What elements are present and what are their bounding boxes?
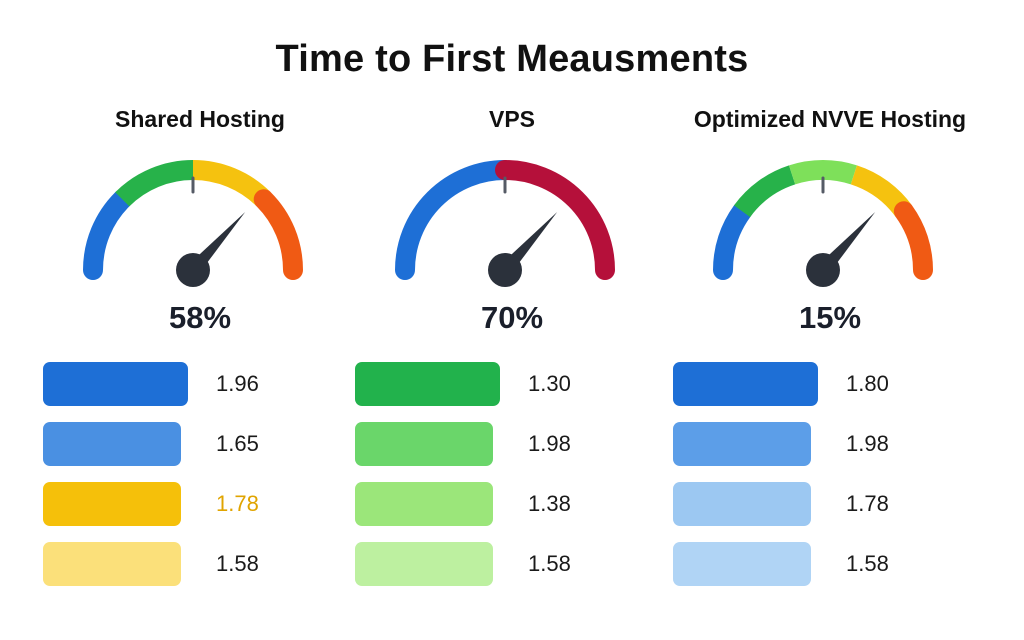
bar-value-label: 1.58: [528, 551, 571, 576]
bar-shared-hosting-2: [43, 422, 181, 466]
bar-value-label: 1.98: [528, 431, 571, 456]
gauge-segment: [789, 160, 857, 185]
gauge-segment: [83, 189, 133, 280]
bar-value-label: 1.65: [216, 431, 259, 456]
chart-title: Time to First Meausments: [275, 38, 749, 80]
bar-row: 1.58: [40, 542, 360, 586]
bar-row: 1.80: [670, 362, 990, 406]
bar-value-label: 1.80: [846, 371, 889, 396]
bar-row: 1.38: [352, 482, 672, 526]
bar-row: 1.30: [352, 362, 672, 406]
bar-row: 1.58: [670, 542, 990, 586]
bar-vps-1: [355, 362, 500, 406]
bar-value-label: 1.38: [528, 491, 571, 516]
gauge-optimized-nvve-hosting: [713, 160, 933, 287]
bar-shared-hosting-1: [43, 362, 188, 406]
gauge-segment: [253, 189, 303, 280]
gauge-segment: [713, 201, 753, 280]
gauge-value: 15%: [798, 300, 862, 335]
bar-row: 1.78: [670, 482, 990, 526]
gauge-value: 70%: [480, 300, 544, 335]
panel-title: Optimized NVVE Hosting: [693, 106, 967, 132]
bar-value-label: 1.78: [846, 491, 889, 516]
bar-shared-hosting-3: [43, 482, 181, 526]
bar-vps-2: [355, 422, 493, 466]
gauge-hub: [176, 253, 210, 287]
gauge-segment: [734, 165, 796, 218]
bar-row: 1.96: [40, 362, 360, 406]
bar-value-label: 1.96: [216, 371, 259, 396]
bar-row: 1.58: [352, 542, 672, 586]
gauge-segment: [115, 160, 194, 207]
bar-value-label: 1.58: [216, 551, 259, 576]
bar-value-label: 1.98: [846, 431, 889, 456]
bar-optimized-nvve-hosting-1: [673, 362, 818, 406]
gauge-segment: [495, 160, 615, 280]
gauge-segment: [192, 160, 271, 207]
bar-shared-hosting-4: [43, 542, 181, 586]
bar-value-label: 1.30: [528, 371, 571, 396]
gauge-hub: [488, 253, 522, 287]
panel-vps: VPS 70% 1.30 1.98 1.38 1.58: [352, 100, 672, 620]
panel-optimized-nvve-hosting: Optimized NVVE Hosting 15% 1.80 1.98 1.78 1…: [670, 100, 990, 620]
bar-optimized-nvve-hosting-3: [673, 482, 811, 526]
panel-title: VPS: [488, 106, 536, 132]
gauge-segment: [893, 201, 933, 280]
gauge-segment: [395, 160, 515, 280]
bar-optimized-nvve-hosting-4: [673, 542, 811, 586]
bar-row: 1.65: [40, 422, 360, 466]
bar-value-label: 1.58: [846, 551, 889, 576]
gauge-hub: [806, 253, 840, 287]
bar-row: 1.98: [670, 422, 990, 466]
bar-row: 1.98: [352, 422, 672, 466]
bar-optimized-nvve-hosting-2: [673, 422, 811, 466]
gauge-shared-hosting: [83, 160, 303, 287]
panel-shared-hosting: Shared Hosting 58% 1.96 1.65 1.78 1.58: [40, 100, 360, 620]
bar-row: 1.78: [40, 482, 360, 526]
bar-vps-4: [355, 542, 493, 586]
bar-value-label: 1.78: [216, 491, 259, 516]
panel-title: Shared Hosting: [115, 106, 285, 132]
bar-vps-3: [355, 482, 493, 526]
gauge-value: 58%: [168, 300, 232, 335]
gauge-vps: [395, 160, 615, 287]
